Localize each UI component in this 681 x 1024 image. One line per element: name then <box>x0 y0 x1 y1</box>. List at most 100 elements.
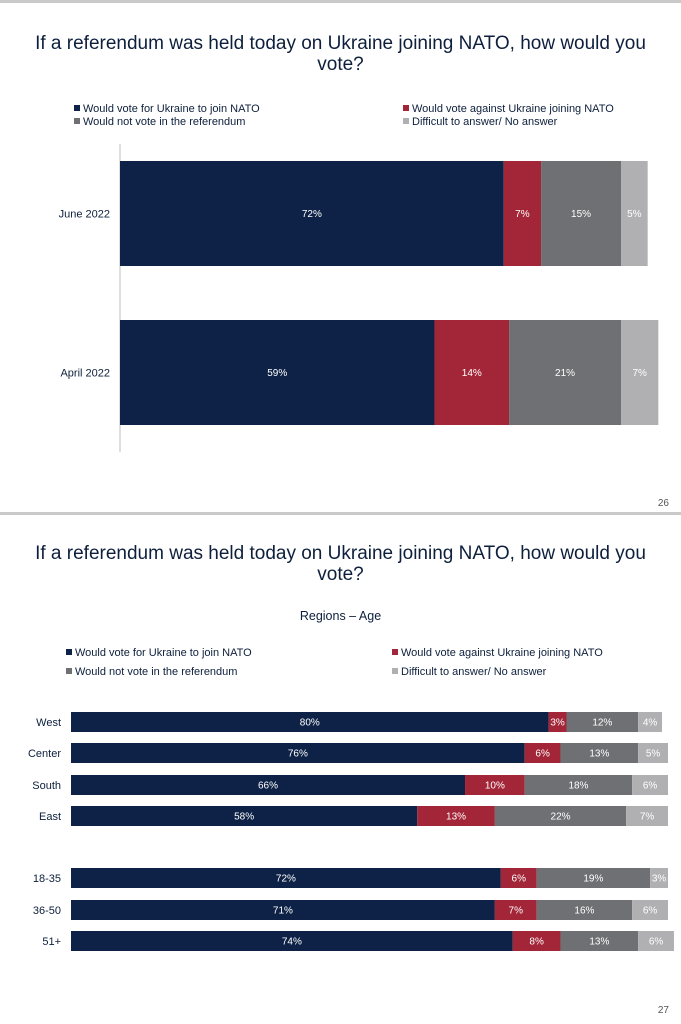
data-label: 4% <box>643 718 658 729</box>
category-label: April 2022 <box>60 368 110 380</box>
bar-segment <box>71 868 501 888</box>
data-label: 5% <box>627 209 642 220</box>
data-label: 58% <box>234 812 254 823</box>
chart-subtitle: Regions – Age <box>299 609 382 623</box>
data-label: 5% <box>646 749 661 760</box>
bar-segment <box>621 320 659 425</box>
category-label: Center <box>28 748 61 760</box>
bar-segment <box>417 806 495 826</box>
category-label: East <box>39 811 61 823</box>
page-number: 26 <box>657 498 669 509</box>
legend-label: Would vote against Ukraine joining NATO <box>401 647 603 659</box>
bar-segment <box>536 868 651 888</box>
data-label: 8% <box>529 937 544 948</box>
legend-swatch <box>74 118 80 124</box>
legend-label: Difficult to answer/ No answer <box>401 666 547 678</box>
legend-item-for: Would vote for Ukraine to join NATO <box>66 647 252 660</box>
bar-segment <box>509 320 622 425</box>
bar-segment <box>632 775 668 795</box>
legend-item-against: Would vote against Ukraine joining NATO <box>403 103 614 116</box>
legend-item-against: Would vote against Ukraine joining NATO <box>392 647 603 660</box>
bar-segment <box>650 868 668 888</box>
slide-regions-age: If a referendum was held today on Ukrain… <box>0 512 681 1024</box>
data-label: 13% <box>446 812 466 823</box>
bar-segment <box>626 806 668 826</box>
category-label: 51+ <box>42 936 61 948</box>
data-label: 3% <box>652 874 667 885</box>
legend-label: Would vote for Ukraine to join NATO <box>75 647 252 659</box>
data-label: 6% <box>535 749 550 760</box>
bar-segment <box>71 712 549 732</box>
data-label: 14% <box>462 368 482 379</box>
data-label: 59% <box>267 368 287 379</box>
legend-item-not-vote: Would not vote in the referendum <box>74 116 245 129</box>
legend-item-difficult: Difficult to answer/ No answer <box>403 116 557 129</box>
legend-label: Difficult to answer/ No answer <box>412 116 558 128</box>
bar-segment <box>71 900 495 920</box>
legend-swatch <box>403 118 409 124</box>
data-label: 6% <box>643 781 658 792</box>
category-label: South <box>32 780 61 792</box>
data-label: 13% <box>589 749 609 760</box>
stacked-bar-chart-regions-age: West 80% 3% 12% 4% Center 76% 6% 13% 5% South 66% 10… <box>28 712 674 951</box>
data-label: 12% <box>592 718 612 729</box>
title-line-2: vote? <box>317 564 364 585</box>
bar-segment <box>560 931 639 951</box>
page-number: 27 <box>657 1005 669 1016</box>
data-label: 76% <box>288 749 308 760</box>
data-label: 15% <box>571 209 591 220</box>
bar-segment <box>503 161 542 266</box>
bar-segment <box>632 900 668 920</box>
bar-segment <box>494 900 537 920</box>
data-label: 6% <box>643 906 658 917</box>
legend-item-for: Would vote for Ukraine to join NATO <box>74 103 260 116</box>
bar-segment <box>638 931 674 951</box>
bar-segment <box>566 712 639 732</box>
bar-segment <box>621 161 648 266</box>
data-label: 19% <box>583 874 603 885</box>
legend-label: Would vote for Ukraine to join NATO <box>83 103 260 115</box>
title-line-1: If a referendum was held today on Ukrain… <box>35 543 646 564</box>
data-label: 80% <box>300 718 320 729</box>
bar-segment <box>71 931 513 951</box>
bar-segment <box>524 743 561 763</box>
legend-swatch <box>392 649 398 655</box>
legend-label: Would vote against Ukraine joining NATO <box>412 103 614 115</box>
data-label: 72% <box>302 209 322 220</box>
bar-segment <box>638 743 668 763</box>
bar-segment <box>512 931 561 951</box>
title-line-2: vote? <box>317 54 364 75</box>
data-label: 13% <box>589 937 609 948</box>
bar-segment <box>536 900 633 920</box>
bar-segment <box>120 320 435 425</box>
data-label: 7% <box>632 368 647 379</box>
data-label: 22% <box>551 812 571 823</box>
data-label: 72% <box>276 874 296 885</box>
chart-title: If a referendum was held today on Ukrain… <box>20 543 661 585</box>
bar-segment <box>494 806 627 826</box>
legend-swatch <box>392 668 398 674</box>
slide-june-april: If a referendum was held today on Ukrain… <box>0 0 681 509</box>
bar-segment <box>560 743 639 763</box>
legend-swatch <box>66 649 72 655</box>
data-label: 74% <box>282 937 302 948</box>
bar-segment <box>638 712 663 732</box>
legend-item-not-vote: Would not vote in the referendum <box>66 666 237 679</box>
legend-item-difficult: Difficult to answer/ No answer <box>392 666 546 679</box>
data-label: 7% <box>640 812 655 823</box>
data-label: 66% <box>258 781 278 792</box>
category-label: 36-50 <box>33 905 61 917</box>
bar-segment <box>434 320 510 425</box>
bar-segment <box>541 161 622 266</box>
bar-segment <box>120 161 504 266</box>
bar-segment <box>71 775 466 795</box>
chart-title: If a referendum was held today on Ukrain… <box>20 33 661 75</box>
data-label: 7% <box>509 906 524 917</box>
category-label: West <box>36 717 61 729</box>
legend-swatch <box>403 105 409 111</box>
bar-segment <box>71 806 418 826</box>
data-label: 3% <box>550 718 565 729</box>
data-label: 7% <box>515 209 530 220</box>
category-label: 18-35 <box>33 873 61 885</box>
data-label: 10% <box>485 781 505 792</box>
